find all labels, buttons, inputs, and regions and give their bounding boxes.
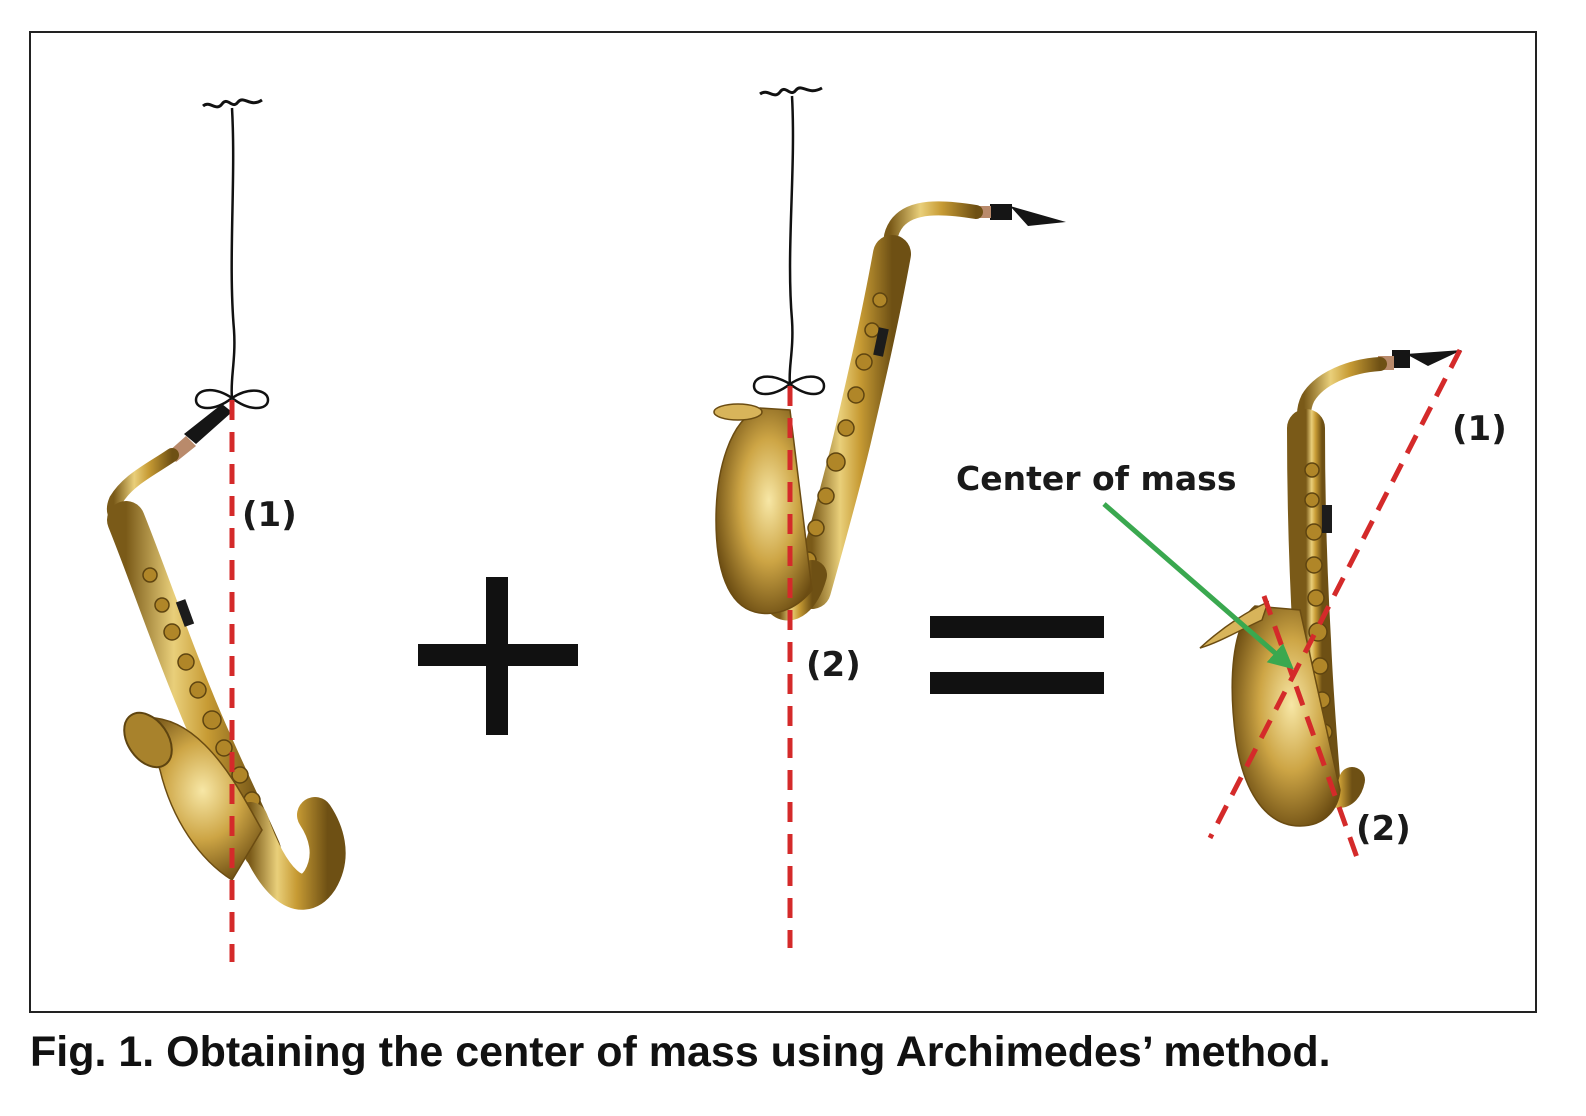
saxophone-2 xyxy=(713,201,1066,621)
figure-diagram: (1) xyxy=(106,86,1507,962)
label-overlay-line-2: (2) xyxy=(1356,809,1411,849)
label-overlay-line-1: (1) xyxy=(1452,409,1507,449)
center-of-mass-arrow xyxy=(1102,502,1294,670)
hook-icon xyxy=(202,98,263,109)
panel-3: (1) (2) Center of mass xyxy=(956,348,1507,867)
panel-2: (2) xyxy=(713,86,1066,948)
string-knot xyxy=(194,389,270,410)
saxophone-1 xyxy=(106,404,346,910)
label-line-2: (2) xyxy=(806,645,861,685)
plus-sign xyxy=(418,577,578,735)
center-of-mass-label: Center of mass xyxy=(956,459,1236,498)
figure-caption: Fig. 1. Obtaining the center of mass usi… xyxy=(30,1028,1331,1076)
plumb-line-2-overlay xyxy=(1261,595,1363,867)
hook-icon xyxy=(759,86,823,97)
plumb-line-1-overlay xyxy=(1207,348,1463,840)
label-line-1: (1) xyxy=(242,495,297,535)
string-knot xyxy=(752,375,826,396)
panel-1: (1) xyxy=(106,98,346,962)
hanging-string xyxy=(230,107,236,399)
hanging-string xyxy=(788,95,795,385)
equals-sign xyxy=(930,616,1104,694)
